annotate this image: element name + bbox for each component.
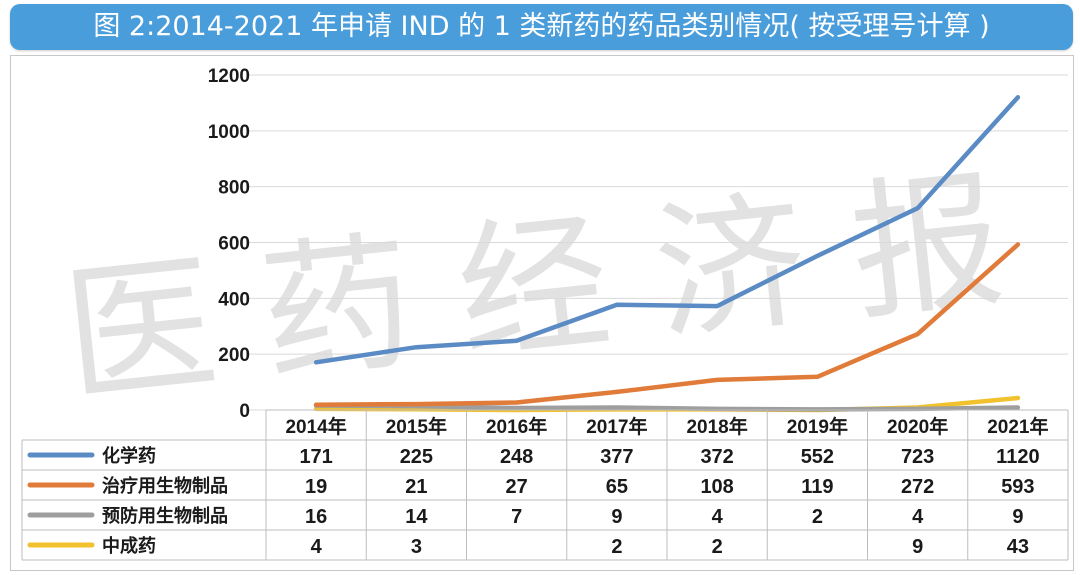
- x-tick-label: 2019年: [787, 415, 848, 438]
- data-label: 9: [611, 506, 622, 528]
- data-label: 4: [311, 536, 323, 558]
- data-label: 377: [600, 446, 633, 468]
- x-tick-label: 2018年: [686, 415, 747, 438]
- data-label: 4: [912, 506, 924, 528]
- y-tick-label: 0: [239, 401, 250, 422]
- series-line: [313, 95, 1021, 365]
- data-label: 119: [801, 476, 833, 498]
- data-label: 552: [801, 446, 834, 468]
- y-tick-label: 600: [218, 234, 250, 255]
- data-label: 225: [400, 446, 433, 468]
- data-label: 1120: [996, 446, 1039, 468]
- data-label: 2: [812, 506, 823, 528]
- legend-label: 化学药: [102, 445, 156, 467]
- x-tick-label: 2016年: [486, 415, 547, 438]
- data-label: 14: [405, 506, 428, 528]
- data-table: 2014年 2015年 2016年 2017年 2018年 2019年 2020年 2021年…: [21, 409, 1069, 561]
- y-axis: 0 200 400 600 800 1000 1200: [208, 66, 250, 422]
- legend-label: 预防用生物制品: [102, 505, 228, 527]
- data-label: 372: [700, 446, 733, 468]
- legend-label: 中成药: [102, 535, 156, 557]
- data-label: 43: [1007, 536, 1029, 558]
- y-tick-label: 400: [218, 289, 250, 310]
- y-tick-label: 1200: [208, 66, 250, 87]
- data-label: 2: [712, 536, 723, 558]
- watermark: 医 药 经 济 报: [57, 153, 1011, 424]
- x-tick-label: 2015年: [386, 415, 447, 438]
- data-label: 19: [305, 476, 327, 498]
- series-line: [313, 242, 1021, 407]
- data-label: 4: [712, 506, 724, 528]
- chart-frame: [10, 55, 1074, 571]
- data-label: 248: [500, 446, 533, 468]
- series-lines: [313, 95, 1021, 413]
- data-label: 9: [1012, 506, 1023, 528]
- x-tick-label: 2020年: [887, 415, 948, 438]
- data-label: 723: [901, 446, 934, 468]
- chart-title: 图 2:2014-2021 年申请 IND 的 1 类新药的药品类别情况( 按受…: [10, 4, 1073, 50]
- data-label: 7: [511, 506, 522, 528]
- x-tick-label: 2014年: [285, 415, 346, 438]
- data-label: 272: [901, 476, 934, 498]
- data-label: 2: [611, 536, 622, 558]
- x-tick-label: 2021年: [987, 415, 1048, 438]
- y-tick-label: 800: [218, 178, 250, 199]
- data-label: 9: [912, 536, 923, 558]
- series-line: [313, 403, 1021, 412]
- data-label: 171: [299, 446, 332, 468]
- x-tick-label: 2017年: [586, 415, 647, 438]
- data-label: 27: [506, 476, 528, 498]
- data-label: 3: [411, 536, 422, 558]
- data-label: 16: [305, 506, 327, 528]
- data-label: 21: [405, 476, 427, 498]
- data-label: 593: [1001, 476, 1034, 498]
- data-label: 108: [700, 476, 733, 498]
- y-tick-label: 200: [218, 345, 250, 366]
- data-label: 65: [606, 476, 628, 498]
- legend-label: 治疗用生物制品: [102, 475, 228, 497]
- y-tick-label: 1000: [208, 122, 250, 143]
